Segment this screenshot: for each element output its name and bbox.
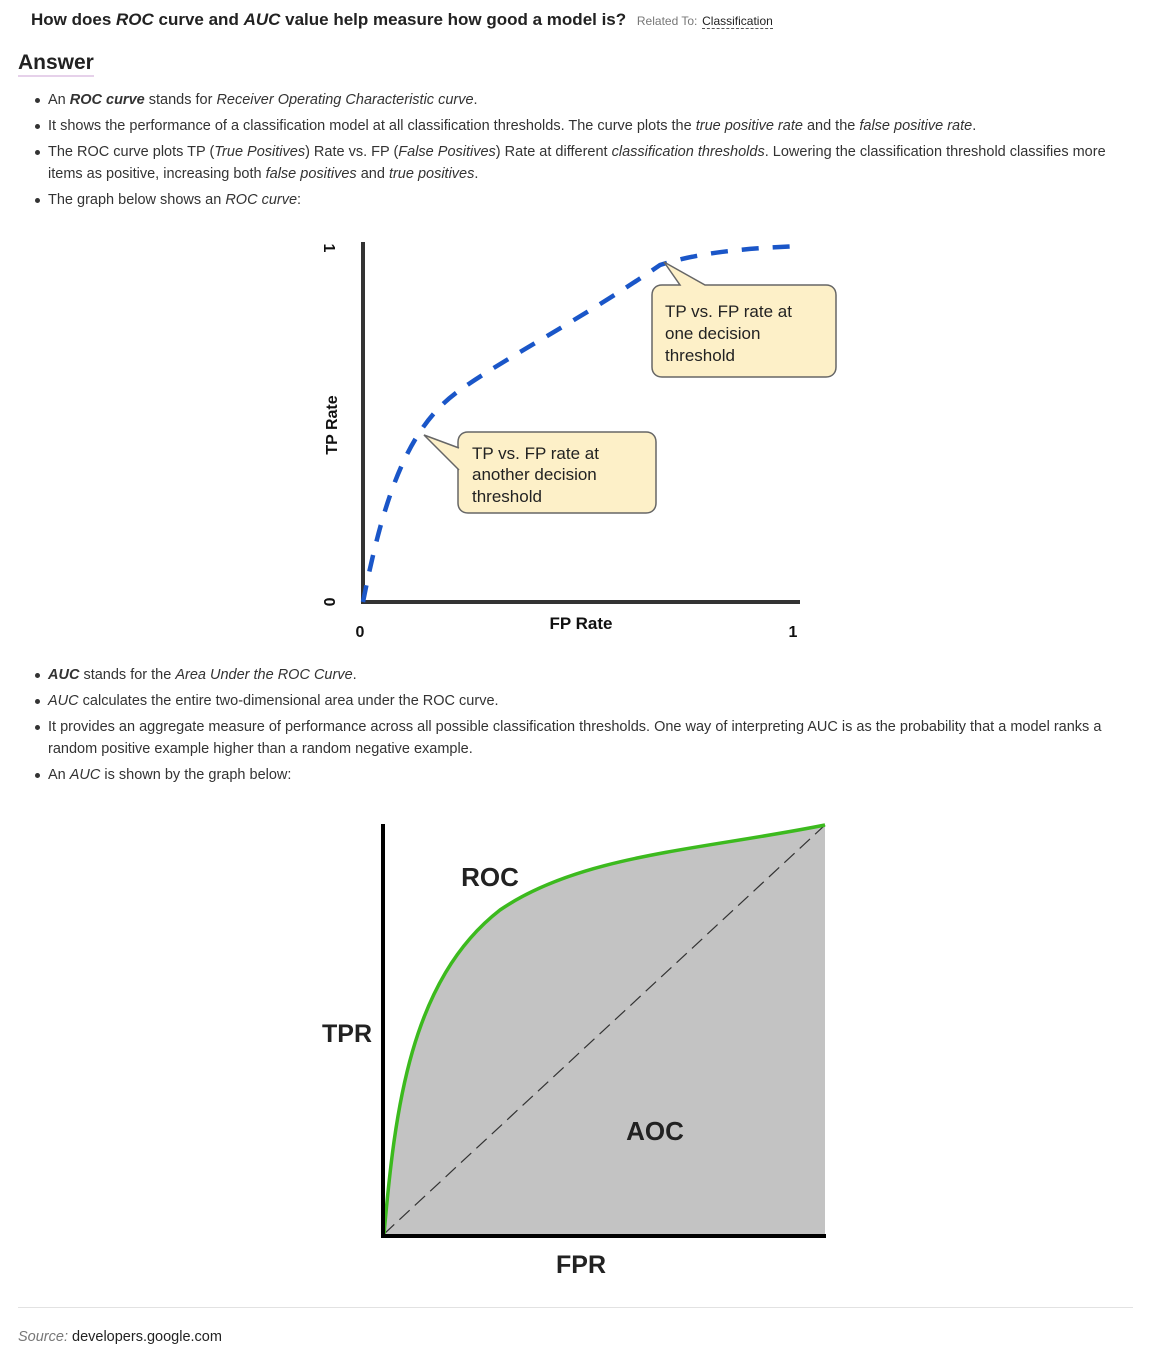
tpr-label: TPR — [322, 1020, 372, 1048]
divider — [18, 1307, 1133, 1308]
roc-curve-figure: TP vs. FP rate at one decision threshold… — [320, 242, 837, 641]
term: classification thresholds — [611, 144, 765, 160]
list-item: It provides an aggregate measure of perf… — [35, 716, 1143, 760]
source-line: Source: developers.google.com — [18, 1329, 222, 1345]
callout-one-line-2: one decision — [665, 324, 760, 343]
question-term-roc: ROC — [116, 10, 154, 29]
related-link-classification[interactable]: Classification — [702, 14, 773, 29]
roc-bullet-list: An ROC curve stands for Receiver Operati… — [35, 89, 1128, 215]
text: stands for — [144, 92, 217, 108]
term: ROC curve — [225, 192, 298, 208]
term: ROC curve — [69, 92, 145, 108]
callout-another-pointer — [423, 434, 460, 471]
term: true positives — [388, 166, 475, 182]
related-label: Related To: — [636, 14, 698, 28]
list-item: An AUC is shown by the graph below: — [35, 764, 1143, 786]
roc-curve-green — [382, 823, 826, 1235]
y-tick-bottom: 0 — [320, 598, 337, 607]
text: . — [473, 92, 478, 108]
text: and the — [802, 118, 860, 134]
text: ) Rate at different — [495, 144, 612, 160]
term: False Positives — [398, 144, 496, 160]
text: : — [297, 192, 302, 208]
callout-one-line-3: threshold — [665, 346, 735, 365]
list-item: The ROC curve plots TP (True Positives) … — [35, 141, 1128, 185]
answer-heading: Answer — [18, 51, 94, 77]
callout-two-line-3: threshold — [472, 487, 542, 506]
callout-one-threshold — [651, 261, 837, 378]
term: AUC — [69, 767, 101, 783]
text: stands for the — [79, 667, 176, 683]
fpr-label: FPR — [556, 1251, 606, 1279]
text: It shows the performance of a classifica… — [48, 118, 696, 134]
auc-bullet-list: AUC stands for the Area Under the ROC Cu… — [35, 664, 1143, 790]
term: AUC — [48, 693, 79, 709]
text: It provides an aggregate measure of perf… — [48, 719, 1102, 757]
callout-two-line-1: TP vs. FP rate at — [472, 444, 599, 463]
term: True Positives — [214, 144, 306, 160]
x-tick-right: 1 — [789, 624, 798, 641]
term: false positives — [265, 166, 357, 182]
text: An — [48, 767, 70, 783]
auc-figure: ROC AOC TPR FPR — [322, 823, 826, 1279]
text: and — [356, 166, 389, 182]
list-item: The graph below shows an ROC curve: — [35, 189, 1128, 211]
text: An — [48, 92, 70, 108]
diagonal-reference-line — [383, 824, 826, 1235]
text: calculates the entire two-dimensional ar… — [78, 693, 499, 709]
list-item: An ROC curve stands for Receiver Operati… — [35, 89, 1128, 111]
source-value: developers.google.com — [72, 1329, 222, 1345]
x-axis-label: FP Rate — [550, 614, 613, 633]
text: . — [972, 118, 977, 134]
text: . — [352, 667, 357, 683]
aoc-label: AOC — [626, 1116, 684, 1146]
y-tick-top: 1 — [320, 244, 337, 253]
text: The ROC curve plots TP ( — [48, 144, 215, 160]
list-item: AUC stands for the Area Under the ROC Cu… — [35, 664, 1143, 686]
term: false positive rate — [859, 118, 973, 134]
question-prefix: How does — [31, 10, 117, 29]
source-label: Source: — [18, 1329, 68, 1345]
text: . — [474, 166, 479, 182]
roc-curve-dashed — [360, 243, 801, 603]
term: Receiver Operating Characteristic curve — [216, 92, 474, 108]
term: true positive rate — [695, 118, 803, 134]
question-term-auc: AUC — [243, 10, 281, 29]
roc-label: ROC — [461, 862, 519, 892]
callout-one-line-1: TP vs. FP rate at — [665, 302, 792, 321]
x-tick-left: 0 — [356, 624, 365, 641]
question-title: How does ROC curve and AUC value help me… — [31, 10, 773, 30]
question-middle: curve and — [153, 10, 244, 29]
text: is shown by the graph below: — [100, 767, 292, 783]
y-axis-label: TP Rate — [324, 395, 341, 454]
callout-two-line-2: another decision — [472, 465, 597, 484]
text: The graph below shows an — [48, 192, 226, 208]
term: AUC — [48, 667, 80, 683]
term: Area Under the ROC Curve — [175, 667, 353, 683]
callout-another-threshold — [457, 431, 657, 514]
text: . Lowering the classification threshold … — [48, 144, 1106, 182]
text: ) Rate vs. FP ( — [305, 144, 399, 160]
list-item: AUC calculates the entire two-dimensiona… — [35, 690, 1143, 712]
question-suffix: value help measure how good a model is? — [280, 10, 627, 29]
list-item: It shows the performance of a classifica… — [35, 115, 1128, 137]
